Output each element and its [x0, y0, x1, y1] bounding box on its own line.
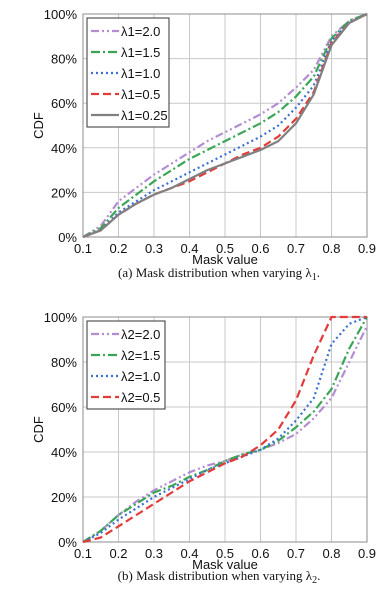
y-tick-label: 0% [58, 230, 77, 245]
figure-caption: (b) Mask distribution when varying λ2. [118, 568, 321, 586]
legend-label: λ2=0.5 [121, 390, 160, 405]
x-tick-label: 0.4 [180, 241, 198, 256]
legend-label: λ2=1.0 [121, 369, 160, 384]
legend: λ1=2.0 λ1=1.5 λ1=1.0 λ1=0.5 λ1=0.25 [86, 17, 170, 128]
x-tick-label: 0.2 [109, 241, 127, 256]
legend-label: λ1=2.0 [121, 24, 160, 39]
y-tick-label: 60% [51, 400, 77, 415]
x-tick-label: 0.6 [251, 241, 269, 256]
x-tick-label: 0.6 [251, 546, 269, 561]
legend-box [86, 320, 166, 410]
y-tick-label: 40% [51, 445, 77, 460]
x-axis-title: Mask value [192, 252, 258, 267]
x-tick-label: 0.9 [358, 546, 376, 561]
y-tick-label: 20% [51, 185, 77, 200]
y-tick-label: 100% [44, 310, 78, 325]
series-line [82, 13, 368, 239]
x-tick-label: 0.3 [145, 241, 163, 256]
legend-label: λ1=0.25 [121, 108, 168, 123]
caption-subscript: 2 [312, 575, 317, 586]
series-line [82, 315, 368, 543]
y-tick-label: 40% [51, 141, 77, 156]
x-tick-label: 0.8 [322, 546, 340, 561]
x-tick-label: 0.2 [109, 546, 127, 561]
y-tick-label: 100% [44, 7, 78, 22]
y-axis-title: CDF [31, 416, 46, 443]
legend-box [86, 17, 170, 128]
plot-frame [82, 13, 368, 238]
y-tick-label: 20% [51, 490, 77, 505]
y-tick-label: 0% [58, 535, 77, 550]
x-tick-label: 0.5 [216, 241, 234, 256]
legend-label: λ1=1.0 [121, 66, 160, 81]
caption-period: . [317, 568, 320, 583]
y-tick-label: 60% [51, 96, 77, 111]
x-axis-title: Mask value [192, 557, 258, 572]
series-line [82, 316, 368, 543]
y-tick-label: 80% [51, 52, 77, 67]
legend-label: λ2=1.5 [121, 348, 160, 363]
y-tick-label: 80% [51, 355, 77, 370]
series-line [82, 315, 367, 544]
x-tick-label: 0.1 [74, 546, 92, 561]
legend: λ2=2.0 λ2=1.5 λ2=1.0 λ2=0.5 [86, 320, 166, 410]
series-line [82, 12, 368, 238]
x-tick-label: 0.3 [145, 546, 163, 561]
series-line [82, 13, 368, 239]
caption-text: (b) Mask distribution when varying λ [118, 568, 313, 583]
x-tick-label: 0.9 [358, 241, 376, 256]
x-tick-label: 0.4 [180, 546, 198, 561]
legend-label: λ1=0.5 [121, 87, 160, 102]
x-tick-label: 0.7 [287, 241, 305, 256]
figure-caption: (a) Mask distribution when varying λ1. [118, 265, 320, 283]
legend-label: λ2=2.0 [121, 327, 160, 342]
x-tick-label: 0.8 [322, 241, 340, 256]
caption-subscript: 1 [312, 272, 317, 283]
series-line [82, 12, 368, 238]
x-tick-label: 0.5 [216, 546, 234, 561]
legend-label: λ1=1.5 [121, 45, 160, 60]
series-line [82, 325, 368, 543]
caption-period: . [317, 265, 320, 280]
y-axis-title: CDF [31, 112, 46, 139]
x-tick-label: 0.7 [287, 546, 305, 561]
plot-frame [82, 316, 368, 543]
chart-panel-a: 0% 20% 40% 60% 80% 100% 0.1 0.2 0.3 0.4 0.5 0.6 0.7 0… [31, 7, 376, 283]
chart-panel-b: 0% 20% 40% 60% 80% 100% 0.1 0.2 0.3 0.4 0.5 0.6 0.7 0… [31, 310, 376, 586]
x-tick-label: 0.1 [74, 241, 92, 256]
caption-text: (a) Mask distribution when varying λ [118, 265, 312, 280]
